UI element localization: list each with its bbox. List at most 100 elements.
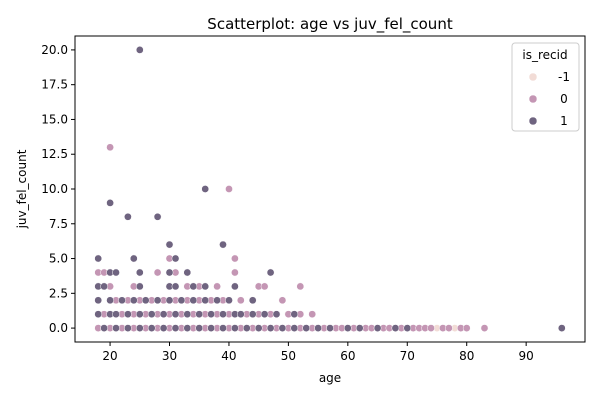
scatter-point xyxy=(201,296,210,305)
scatter-point xyxy=(308,310,317,319)
scatter-point xyxy=(177,296,186,305)
scatter-point xyxy=(231,254,239,263)
legend-entries: -1 0 1 xyxy=(528,70,570,128)
legend-title: is_recid xyxy=(522,48,567,62)
legend-label: -1 xyxy=(558,70,570,84)
scatter-point xyxy=(135,324,144,332)
scatter-point xyxy=(278,324,287,332)
plot-border xyxy=(74,35,586,343)
scatter-point xyxy=(219,310,227,319)
y-tick-label: 17.5 xyxy=(41,78,68,92)
scatter-point xyxy=(314,324,322,332)
scatter-point xyxy=(207,324,215,332)
scatter-point xyxy=(236,296,245,305)
x-tick-label: 90 xyxy=(519,349,534,363)
scatter-point xyxy=(129,254,138,263)
y-axis-ticks: 0.0 2.5 5.0 7.5 10.0 12.5 15.0 17.5 20.0 xyxy=(41,43,75,335)
scatter-point xyxy=(219,324,227,332)
scatter-point xyxy=(171,254,180,263)
scatter-point xyxy=(171,324,180,332)
scatter-point xyxy=(296,282,305,291)
scatter-point xyxy=(242,324,251,332)
legend-marker xyxy=(528,116,538,126)
scatter-point xyxy=(213,296,221,305)
x-tick-label: 40 xyxy=(221,349,236,363)
scatter-point xyxy=(391,324,400,332)
scatter-point xyxy=(195,324,204,332)
scatter-point xyxy=(124,212,132,221)
scatter-point xyxy=(219,240,227,249)
scatter-point xyxy=(278,296,287,305)
scatter-point xyxy=(427,324,435,332)
x-axis-ticks: 20 30 40 50 60 70 80 90 xyxy=(102,342,534,363)
data-points-layer xyxy=(94,46,566,332)
scatter-point xyxy=(124,324,132,332)
scatter-point xyxy=(231,268,239,277)
scatter-point xyxy=(195,310,204,319)
scatter-point xyxy=(445,324,453,332)
scatter-point xyxy=(106,296,114,305)
scatter-point xyxy=(165,240,174,249)
scatter-point xyxy=(100,282,108,291)
scatter-point xyxy=(201,282,210,291)
y-tick-label: 0.0 xyxy=(49,321,68,335)
chart-title: Scatterplot: age vs juv_fel_count xyxy=(207,15,453,34)
y-axis-label: juv_fel_count xyxy=(15,149,29,229)
y-tick-label: 10.0 xyxy=(41,182,68,196)
y-tick-label: 5.0 xyxy=(49,252,68,266)
scatter-point xyxy=(165,296,174,305)
scatter-point xyxy=(225,296,233,305)
scatter-point xyxy=(183,324,192,332)
scatter-point xyxy=(201,185,210,193)
scatter-point xyxy=(462,324,471,332)
scatter-point xyxy=(248,310,257,319)
scatter-point xyxy=(403,324,412,332)
scatter-point xyxy=(236,310,245,319)
scatter-point xyxy=(557,324,566,332)
scatter-point xyxy=(129,296,138,305)
y-tick-label: 12.5 xyxy=(41,147,68,161)
x-tick-label: 60 xyxy=(340,349,355,363)
scatter-point xyxy=(135,310,144,319)
legend: is_recid -1 0 1 xyxy=(511,42,580,132)
scatter-point xyxy=(343,324,352,332)
y-tick-label: 15.0 xyxy=(41,112,68,126)
scatter-point xyxy=(231,324,239,332)
scatter-point xyxy=(112,324,120,332)
y-tick-label: 7.5 xyxy=(49,217,68,231)
scatter-point xyxy=(112,310,120,319)
scatter-point xyxy=(153,268,162,277)
scatter-point xyxy=(135,268,144,277)
x-axis-label: age xyxy=(319,371,341,385)
scatter-point xyxy=(94,310,103,319)
scatter-point xyxy=(94,254,103,263)
scatter-point xyxy=(124,310,132,319)
scatter-point xyxy=(189,296,198,305)
scatter-point xyxy=(326,324,334,332)
scatter-point xyxy=(171,310,180,319)
scatter-point xyxy=(207,310,215,319)
x-tick-label: 70 xyxy=(400,349,415,363)
scatter-point xyxy=(141,296,150,305)
scatter-point xyxy=(183,310,192,319)
scatter-point xyxy=(225,185,233,193)
scatter-point xyxy=(159,324,168,332)
scatter-point xyxy=(248,296,257,305)
scatter-point xyxy=(147,310,156,319)
scatter-point xyxy=(260,310,269,319)
scatter-point xyxy=(106,199,114,207)
scatter-point xyxy=(290,324,299,332)
scatter-point xyxy=(272,310,281,319)
scatter-point xyxy=(153,296,162,305)
scatter-point xyxy=(260,282,269,291)
scatter-point xyxy=(290,310,299,319)
x-tick-label: 80 xyxy=(459,349,474,363)
scatter-point xyxy=(118,296,126,305)
legend-marker xyxy=(528,72,538,82)
scatter-point xyxy=(213,282,221,291)
y-tick-label: 20.0 xyxy=(41,43,68,57)
scatter-point xyxy=(147,324,156,332)
scatter-point xyxy=(183,268,192,277)
scatter-point xyxy=(94,296,103,305)
scatter-point xyxy=(302,324,311,332)
